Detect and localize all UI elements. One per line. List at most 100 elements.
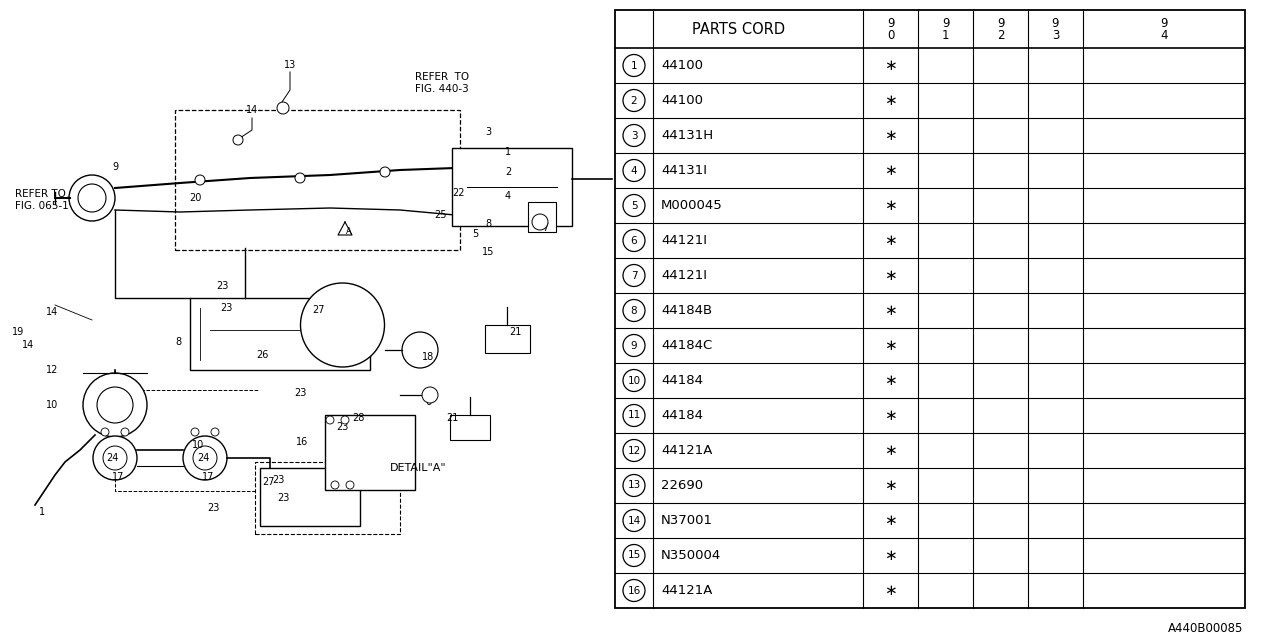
Circle shape bbox=[211, 428, 219, 436]
Text: 16: 16 bbox=[627, 586, 640, 595]
Bar bbox=[614, 10, 1245, 608]
Text: 44121I: 44121I bbox=[660, 234, 707, 247]
Text: 17: 17 bbox=[202, 472, 214, 482]
Text: 17: 17 bbox=[111, 472, 124, 482]
Circle shape bbox=[623, 125, 645, 147]
Text: 7: 7 bbox=[541, 223, 548, 233]
Text: 44184B: 44184B bbox=[660, 304, 712, 317]
Circle shape bbox=[422, 387, 438, 403]
Circle shape bbox=[623, 300, 645, 321]
Text: 15: 15 bbox=[627, 550, 640, 561]
Bar bbox=[260, 468, 360, 526]
Bar bbox=[452, 148, 572, 226]
Circle shape bbox=[183, 436, 227, 480]
Text: 13: 13 bbox=[284, 60, 296, 70]
Circle shape bbox=[93, 436, 137, 480]
Text: ∗: ∗ bbox=[884, 198, 897, 213]
Circle shape bbox=[623, 579, 645, 602]
Text: 44100: 44100 bbox=[660, 94, 703, 107]
Text: 12: 12 bbox=[627, 445, 640, 456]
Text: 5: 5 bbox=[631, 200, 637, 211]
Circle shape bbox=[326, 416, 334, 424]
Text: 44131I: 44131I bbox=[660, 164, 707, 177]
Circle shape bbox=[623, 90, 645, 111]
Text: 23: 23 bbox=[207, 503, 219, 513]
Text: ∗: ∗ bbox=[884, 338, 897, 353]
Text: 14: 14 bbox=[246, 105, 259, 115]
Circle shape bbox=[532, 214, 548, 230]
Text: 8: 8 bbox=[175, 337, 180, 347]
Text: 8: 8 bbox=[631, 305, 637, 316]
Text: 23: 23 bbox=[220, 303, 232, 313]
Bar bbox=[255, 462, 401, 534]
Text: 9
0: 9 0 bbox=[887, 17, 895, 42]
Text: ∗: ∗ bbox=[884, 128, 897, 143]
Text: 10: 10 bbox=[627, 376, 640, 385]
Text: 44184C: 44184C bbox=[660, 339, 712, 352]
Circle shape bbox=[623, 54, 645, 77]
Text: 9: 9 bbox=[631, 340, 637, 351]
Text: N37001: N37001 bbox=[660, 514, 713, 527]
Text: ∗: ∗ bbox=[884, 513, 897, 528]
Text: 3: 3 bbox=[485, 127, 492, 137]
Circle shape bbox=[301, 283, 384, 367]
Text: ∗: ∗ bbox=[884, 233, 897, 248]
Text: 44121A: 44121A bbox=[660, 584, 713, 597]
Circle shape bbox=[78, 184, 106, 212]
Text: 9
2: 9 2 bbox=[997, 17, 1005, 42]
Text: 44184: 44184 bbox=[660, 374, 703, 387]
Circle shape bbox=[346, 481, 355, 489]
Circle shape bbox=[97, 387, 133, 423]
Text: 23: 23 bbox=[294, 388, 306, 398]
Text: 22: 22 bbox=[452, 188, 465, 198]
Circle shape bbox=[623, 440, 645, 461]
Text: 9
3: 9 3 bbox=[1052, 17, 1060, 42]
Circle shape bbox=[233, 135, 243, 145]
Circle shape bbox=[380, 167, 390, 177]
Text: 15: 15 bbox=[481, 247, 494, 257]
Text: 14: 14 bbox=[627, 515, 640, 525]
Text: 10: 10 bbox=[46, 400, 58, 410]
Text: ∗: ∗ bbox=[884, 93, 897, 108]
Text: M000045: M000045 bbox=[660, 199, 723, 212]
Circle shape bbox=[623, 509, 645, 531]
Circle shape bbox=[195, 175, 205, 185]
Text: 23: 23 bbox=[276, 493, 289, 503]
Circle shape bbox=[623, 404, 645, 426]
Text: 23: 23 bbox=[271, 475, 284, 485]
Text: 20: 20 bbox=[189, 193, 201, 203]
Text: 26: 26 bbox=[256, 350, 269, 360]
Bar bbox=[485, 325, 530, 353]
Bar bbox=[451, 415, 490, 440]
Circle shape bbox=[623, 545, 645, 566]
Text: ∗: ∗ bbox=[884, 408, 897, 423]
Text: 14: 14 bbox=[22, 340, 35, 350]
Text: 2: 2 bbox=[631, 95, 637, 106]
Circle shape bbox=[623, 159, 645, 182]
Bar bbox=[175, 110, 460, 250]
Bar bbox=[189, 298, 370, 370]
Text: N350004: N350004 bbox=[660, 549, 721, 562]
Text: ∗: ∗ bbox=[884, 373, 897, 388]
Text: ∗: ∗ bbox=[884, 303, 897, 318]
Text: 13: 13 bbox=[627, 481, 640, 490]
Text: 24: 24 bbox=[197, 453, 209, 463]
Circle shape bbox=[402, 332, 438, 368]
Text: 25: 25 bbox=[434, 210, 447, 220]
Text: ∗: ∗ bbox=[884, 268, 897, 283]
Text: ∗: ∗ bbox=[884, 443, 897, 458]
Circle shape bbox=[623, 264, 645, 287]
Text: 2: 2 bbox=[504, 167, 511, 177]
Text: 44100: 44100 bbox=[660, 59, 703, 72]
Circle shape bbox=[623, 369, 645, 392]
Text: 28: 28 bbox=[352, 413, 365, 423]
Text: 24: 24 bbox=[106, 453, 118, 463]
Text: PARTS CORD: PARTS CORD bbox=[692, 22, 786, 36]
Text: 11: 11 bbox=[627, 410, 640, 420]
Text: 44121I: 44121I bbox=[660, 269, 707, 282]
Text: 23: 23 bbox=[335, 422, 348, 432]
Text: 22690: 22690 bbox=[660, 479, 703, 492]
Bar bbox=[529, 202, 556, 232]
Text: ∗: ∗ bbox=[884, 548, 897, 563]
Bar bbox=[325, 415, 415, 490]
